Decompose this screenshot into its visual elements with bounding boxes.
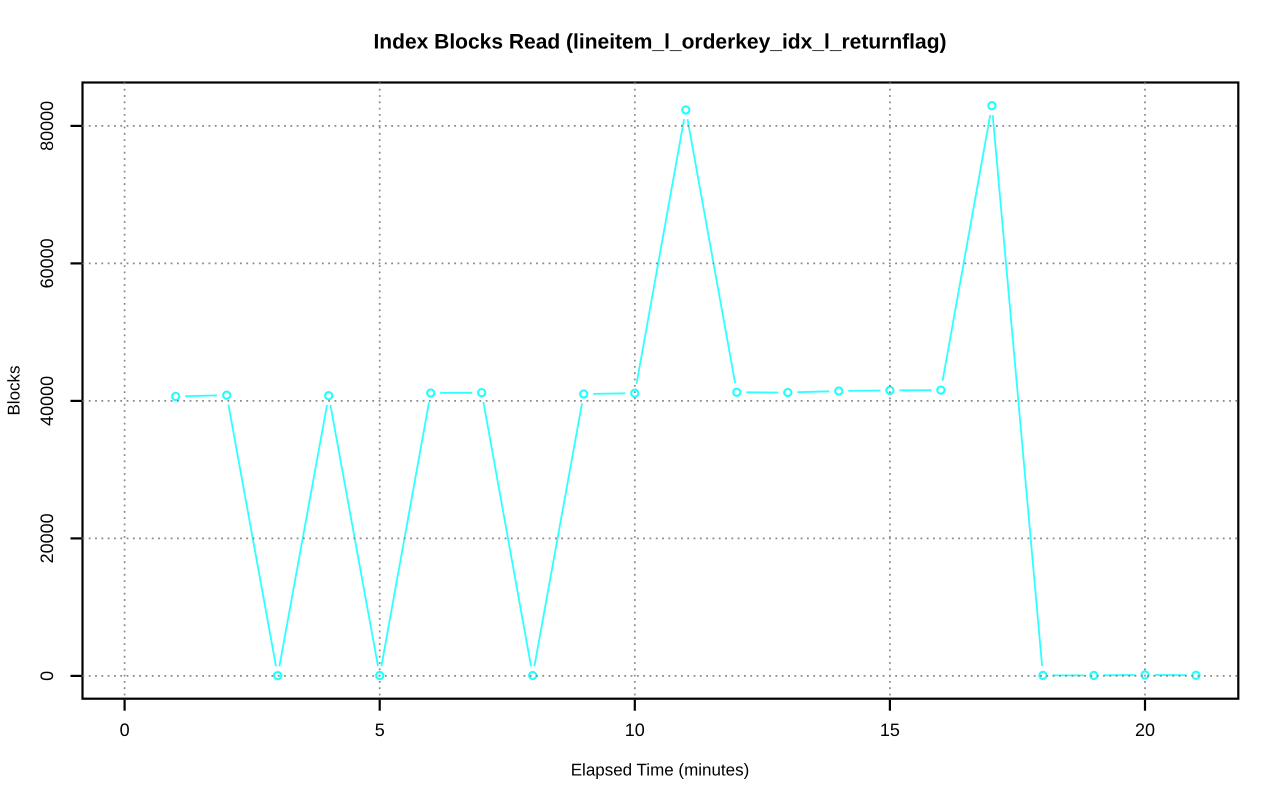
svg-text:20: 20 xyxy=(1135,720,1155,740)
svg-text:0: 0 xyxy=(120,720,130,740)
svg-text:10: 10 xyxy=(625,720,645,740)
svg-text:80000: 80000 xyxy=(37,101,57,151)
svg-text:5: 5 xyxy=(375,720,385,740)
svg-text:0: 0 xyxy=(37,671,57,681)
svg-text:15: 15 xyxy=(880,720,900,740)
svg-text:Index Blocks Read (lineitem_l_: Index Blocks Read (lineitem_l_orderkey_i… xyxy=(373,31,946,54)
svg-text:20000: 20000 xyxy=(37,513,57,563)
svg-text:60000: 60000 xyxy=(37,238,57,288)
svg-text:40000: 40000 xyxy=(37,376,57,426)
svg-text:Blocks: Blocks xyxy=(5,365,24,415)
svg-text:Elapsed Time (minutes): Elapsed Time (minutes) xyxy=(571,761,750,780)
